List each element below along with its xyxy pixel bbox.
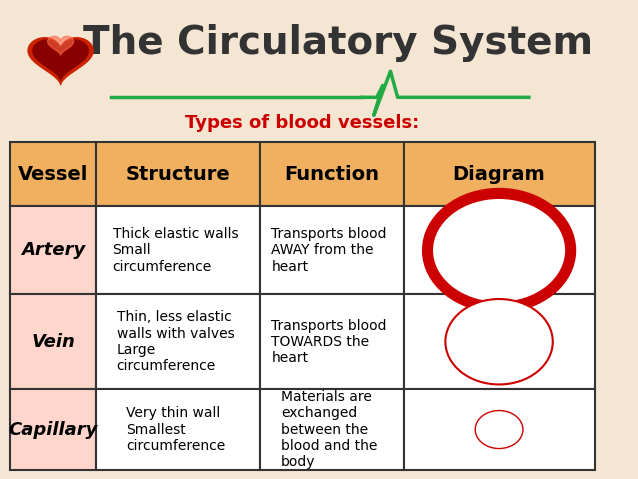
Text: Vein: Vein [31,333,75,351]
Bar [96,142,260,206]
Circle shape [475,411,523,448]
Bar [404,142,595,206]
Bar [260,294,404,389]
Text: Types of blood vessels:: Types of blood vessels: [185,114,419,132]
Bar [10,294,96,389]
Text: Transports blood
TOWARDS the
heart: Transports blood TOWARDS the heart [271,319,387,365]
Text: Thick elastic walls
Small
circumference: Thick elastic walls Small circumference [112,227,238,274]
Text: Vessel: Vessel [18,165,88,184]
Polygon shape [28,38,93,84]
Bar [96,294,260,389]
Polygon shape [48,36,73,55]
Text: Diagram: Diagram [453,165,545,184]
Text: Materials are
exchanged
between the
blood and the
body: Materials are exchanged between the bloo… [281,390,377,469]
Text: Transports blood
AWAY from the
heart: Transports blood AWAY from the heart [271,227,387,274]
Bar [404,206,595,294]
Text: Function: Function [285,165,380,184]
Bar [404,389,595,470]
Text: Artery: Artery [21,241,85,259]
Bar [96,206,260,294]
Bar [10,142,96,206]
Bar [260,142,404,206]
Text: Capillary: Capillary [8,421,98,439]
Text: Structure: Structure [126,165,231,184]
Text: Very thin wall
Smallest
circumference: Very thin wall Smallest circumference [126,406,225,453]
Bar [260,389,404,470]
Text: Thin, less elastic
walls with valves
Large
circumference: Thin, less elastic walls with valves Lar… [117,310,234,373]
Bar [10,389,96,470]
Bar [260,206,404,294]
Bar [96,389,260,470]
Text: The Circulatory System: The Circulatory System [83,24,593,62]
Bar [404,294,595,389]
Circle shape [445,299,553,385]
Circle shape [427,194,570,308]
Bar [10,206,96,294]
Polygon shape [33,40,88,80]
